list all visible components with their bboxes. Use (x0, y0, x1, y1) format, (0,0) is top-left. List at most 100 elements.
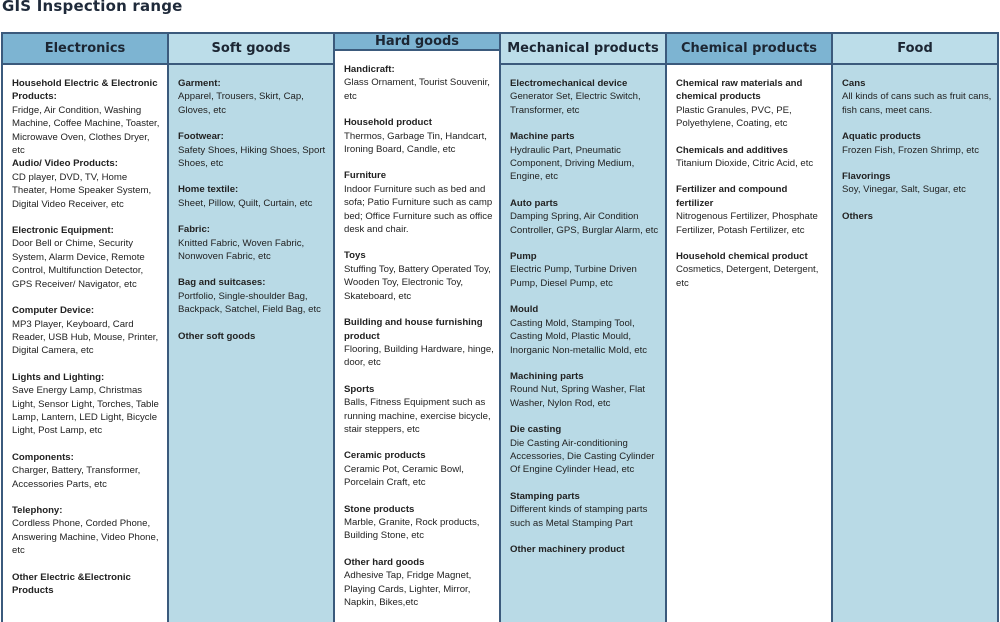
category-title: Household chemical product (676, 251, 808, 263)
category-examples: Damping Spring, Air Condition Controller… (510, 211, 659, 236)
category-title: Fabric: (178, 224, 210, 236)
category-section: Die casting Die Casting Air-conditioning … (510, 423, 661, 477)
category-examples: Nitrogenous Fertilizer, Phosphate Fertil… (676, 211, 818, 236)
inspection-range-table: Electronics Household Electric & Electron… (1, 32, 1000, 622)
category-section: Sports Balls, Fitness Equipment such as r… (344, 383, 495, 437)
category-title: Other hard goods (344, 556, 425, 568)
category-section: Fertilizer and compound fertilizer Nitrog… (676, 183, 827, 237)
category-title: Machine parts (510, 131, 575, 143)
column-header: Hard goods (335, 32, 499, 51)
category-examples: Portfolio, Single-shoulder Bag, Backpack… (178, 290, 321, 316)
category-title: Chemicals and additives (676, 144, 788, 156)
category-section: Stamping parts Different kinds of stampin… (510, 490, 661, 530)
category-examples: Soy, Vinegar, Salt, Sugar, etc (842, 184, 966, 196)
category-section: Handicraft: Glass Ornament, Tourist Souve… (344, 63, 495, 103)
category-examples: Round Nut, Spring Washer, Flat Washer, N… (510, 384, 646, 409)
category-section: Pump Electric Pump, Turbine Driven Pump, … (510, 250, 661, 290)
category-section: Toys Stuffing Toy, Battery Operated Toy, … (344, 249, 495, 303)
category-title: Telephony: (12, 504, 63, 516)
column-soft-goods: Soft goods Garment: Apparel, Trousers, Ski… (169, 32, 335, 622)
category-title: Electronic Equipment: (12, 225, 114, 237)
category-title: Cans (842, 78, 866, 89)
category-title: Machining parts (510, 370, 584, 382)
column-body: Cans All kinds of cans such as fruit cans… (833, 65, 997, 622)
category-section: Lights and Lighting: Save Energy Lamp, Ch… (12, 371, 163, 438)
category-section: Auto parts Damping Spring, Air Condition … (510, 197, 661, 237)
category-section: Cans All kinds of cans such as fruit cans… (842, 77, 993, 117)
category-examples: Balls, Fitness Equipment such as running… (344, 397, 491, 435)
category-examples: Frozen Fish, Frozen Shrimp, etc (842, 144, 980, 156)
column-body: Handicraft: Glass Ornament, Tourist Souve… (335, 51, 499, 622)
category-title: Home textile: (178, 184, 239, 196)
category-title: Others (842, 210, 873, 222)
column-header: Electronics (3, 32, 167, 65)
category-section: Other hard goods Adhesive Tap, Fridge Mag… (344, 556, 495, 610)
category-title: Handicraft: (344, 64, 395, 75)
category-section: Other machinery product (510, 543, 661, 556)
category-examples: Thermos, Garbage Tin, Handcart, Ironing … (344, 130, 487, 156)
category-examples: Cosmetics, Detergent, Detergent, etc (676, 264, 819, 289)
category-examples: Marble, Granite, Rock products, Building… (344, 516, 480, 542)
category-title: Chemical raw materials and chemical prod… (676, 78, 803, 103)
category-examples: All kinds of cans such as fruit cans, fi… (842, 91, 992, 116)
category-section: Mould Casting Mold, Stamping Tool, Castin… (510, 303, 661, 357)
category-section: Household product Thermos, Garbage Tin, H… (344, 116, 495, 156)
column-header: Food (833, 32, 997, 65)
category-section: Other soft goods (178, 330, 329, 343)
category-examples: Door Bell or Chime, Security System, Ala… (12, 238, 145, 290)
category-title: Die casting (510, 424, 562, 436)
category-examples: Fridge, Air Condition, Washing Machine, … (12, 104, 160, 157)
category-section: Aquatic products Frozen Fish, Frozen Shri… (842, 130, 993, 157)
category-examples: Glass Ornament, Tourist Souvenir, etc (344, 77, 490, 102)
category-examples: Cordless Phone, Corded Phone, Answering … (12, 518, 159, 557)
category-examples: Stuffing Toy, Battery Operated Toy, Wood… (344, 263, 491, 302)
category-title: Other machinery product (510, 543, 625, 555)
category-examples: Different kinds of stamping parts such a… (510, 504, 648, 529)
category-examples: Hydraulic Part, Pneumatic Component, Dri… (510, 144, 635, 183)
column-food: Food Cans All kinds of cans such as fruit … (833, 32, 999, 622)
column-hard-goods: Hard goods Handicraft: Glass Ornament, Tou… (335, 32, 501, 622)
category-examples: Ceramic Pot, Ceramic Bowl, Porcelain Cra… (344, 463, 464, 489)
category-title: Components: (12, 451, 74, 463)
category-title: Footwear: (178, 131, 224, 143)
column-header: Mechanical products (501, 32, 665, 65)
category-section: Household Electric & Electronic Products… (12, 77, 163, 157)
category-examples: Generator Set, Electric Switch, Transfor… (510, 91, 641, 116)
category-title: Other Electric &Electronic Products (12, 571, 131, 596)
column-body: Chemical raw materials and chemical prod… (667, 65, 831, 622)
category-examples: MP3 Player, Keyboard, Card Reader, USB H… (12, 318, 159, 357)
category-examples: Charger, Battery, Transformer, Accessori… (12, 465, 141, 490)
category-title: Ceramic products (344, 450, 426, 462)
category-title: Auto parts (510, 197, 558, 209)
category-title: Bag and suitcases: (178, 277, 266, 289)
column-header: Chemical products (667, 32, 831, 65)
category-examples: Casting Mold, Stamping Tool, Casting Mol… (510, 317, 648, 356)
category-title: Pump (510, 251, 537, 263)
category-examples: Die Casting Air-conditioning Accessories… (510, 437, 655, 476)
category-title: Building and house furnishing product (344, 317, 483, 342)
category-title: Aquatic products (842, 131, 921, 143)
category-section: Components: Charger, Battery, Transformer… (12, 451, 163, 491)
category-examples: Electric Pump, Turbine Driven Pump, Dies… (510, 264, 637, 289)
category-examples: Flooring, Building Hardware, hinge, door… (344, 343, 494, 369)
category-title: Audio/ Video Products: (12, 158, 118, 170)
category-section: Others (842, 210, 993, 223)
category-title: Garment: (178, 78, 221, 89)
category-title: Household Electric & Electronic Products… (12, 78, 158, 103)
category-title: Furniture (344, 170, 387, 182)
category-examples: Apparel, Trousers, Skirt, Cap, Gloves, e… (178, 91, 304, 116)
category-section: Stone products Marble, Granite, Rock prod… (344, 503, 495, 543)
column-mechanical-products: Mechanical products Electromechanical dev… (501, 32, 667, 622)
category-examples: Plastic Granules, PVC, PE, Polyethylene,… (676, 104, 792, 130)
category-section: Electronic Equipment: Door Bell or Chime,… (12, 224, 163, 291)
column-electronics: Electronics Household Electric & Electron… (3, 32, 169, 622)
category-examples: Safety Shoes, Hiking Shoes, Sport Shoes,… (178, 144, 326, 170)
category-section: Machine parts Hydraulic Part, Pneumatic C… (510, 130, 661, 184)
category-title: Electromechanical device (510, 78, 628, 89)
category-title: Stone products (344, 503, 415, 515)
category-examples: Adhesive Tap, Fridge Magnet, Playing Car… (344, 570, 472, 608)
category-examples: Save Energy Lamp, Christmas Light, Senso… (12, 385, 159, 437)
category-examples: Indoor Furniture such as bed and sofa; P… (344, 183, 493, 236)
category-section: Audio/ Video Products: CD player, DVD, TV… (12, 157, 163, 211)
category-examples: Sheet, Pillow, Quilt, Curtain, etc (178, 197, 313, 209)
